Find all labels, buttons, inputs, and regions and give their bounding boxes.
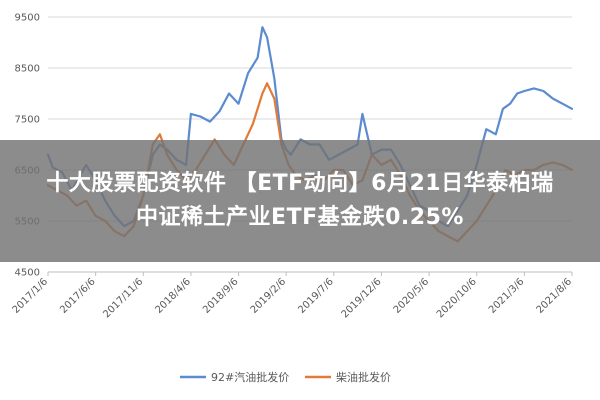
x-axis: 2017/1/6 2017/6/6 2017/11/6 2018/4/6 2018/9/…	[11, 271, 575, 320]
x-tick-label: 2017/1/6	[11, 276, 51, 316]
x-tick-label: 2017/6/6	[58, 276, 98, 316]
x-tick-label: 2020/10/6	[435, 276, 479, 320]
y-tick-label: 9500	[15, 13, 40, 24]
headline-line-2: 中证稀土产业ETF基金跌0.25%	[136, 205, 464, 230]
legend-label-2: 柴油批发价	[336, 370, 391, 384]
legend: 92#汽油批发价 柴油批发价	[180, 370, 391, 384]
x-tick-label: 2019/2/6	[249, 276, 289, 316]
x-tick-label: 2019/12/6	[340, 276, 384, 320]
x-tick-label: 2021/3/6	[487, 276, 527, 316]
x-tick-label: 2018/9/6	[201, 276, 241, 316]
x-tick-label: 2018/4/6	[153, 276, 193, 316]
x-tick-label: 2019/7/6	[296, 276, 336, 316]
legend-label-1: 92#汽油批发价	[211, 370, 289, 384]
y-tick-label: 8500	[15, 64, 40, 75]
headline-banner: 十大股票配资软件 【ETF动向】6月21日华泰柏瑞 中证稀土产业ETF基金跌0.…	[0, 140, 600, 262]
headline-line-1: 十大股票配资软件 【ETF动向】6月21日华泰柏瑞	[46, 171, 554, 196]
x-tick-label: 2020/5/6	[392, 276, 432, 316]
y-tick-label: 7500	[15, 115, 40, 126]
x-tick-label: 2017/11/6	[101, 276, 145, 320]
x-tick-label: 2021/8/6	[535, 276, 575, 316]
y-tick-label: 4500	[15, 268, 40, 279]
